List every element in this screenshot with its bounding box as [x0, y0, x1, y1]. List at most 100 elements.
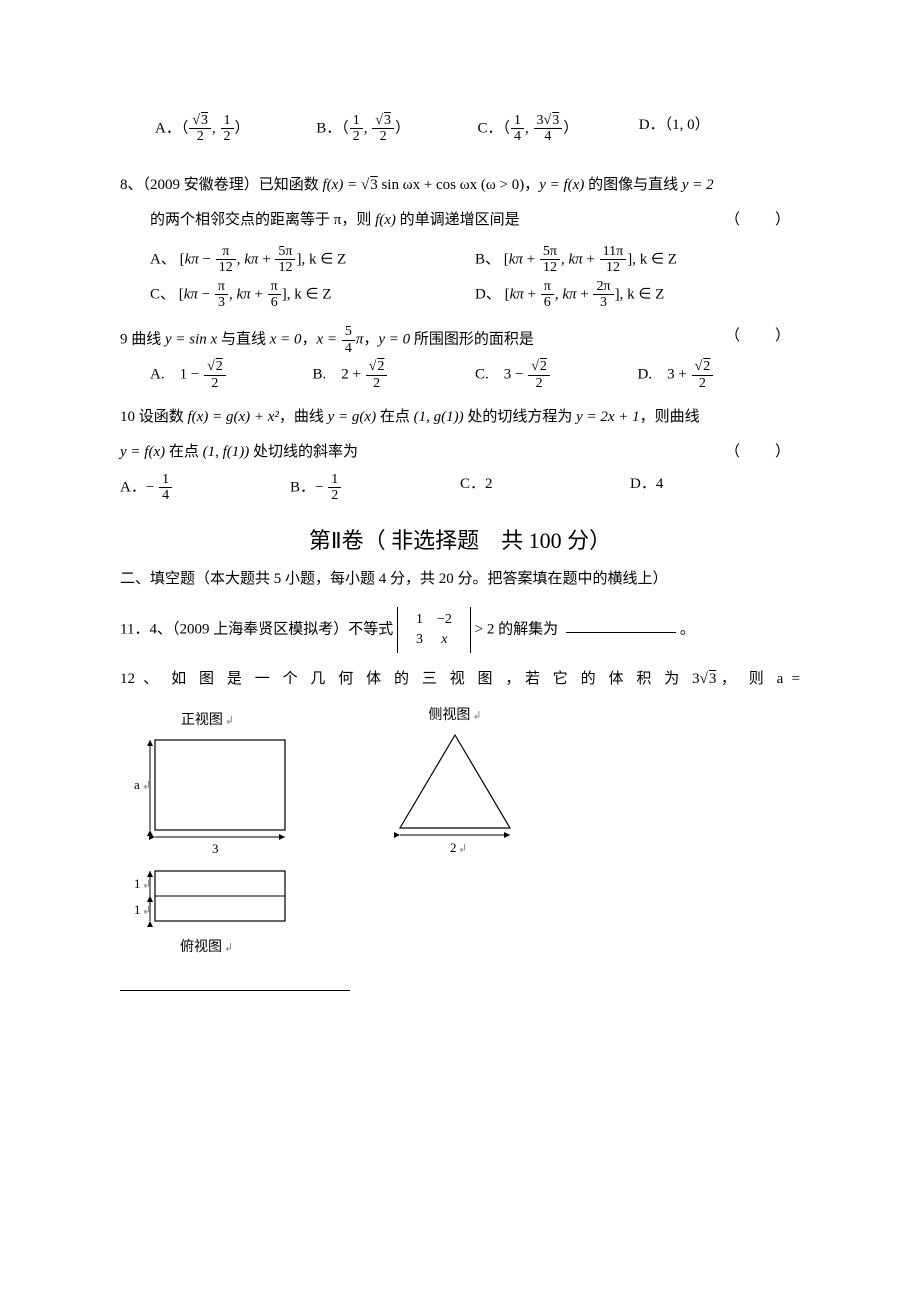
label: A． [120, 479, 146, 495]
kz: , k ∈ Z [632, 251, 677, 267]
t: ，则曲线 [640, 409, 700, 425]
side-view: 侧视图↲ 2↲ [385, 704, 525, 860]
text: f(x) [375, 212, 396, 228]
dim-1b: 1 [134, 902, 141, 917]
q9-line: 9 曲线 y = sin x 与直线 x = 0，x = 54π，y = 0 所… [120, 324, 800, 356]
footnote-separator [120, 990, 350, 991]
t: y = g(x) [328, 409, 376, 425]
text: 的单调递增区间是 [396, 212, 520, 228]
answer-paren: （ ） [725, 440, 800, 466]
eq: x = [317, 332, 341, 348]
t: y = f(x) [120, 444, 165, 460]
svg-text:↲: ↲ [142, 780, 151, 792]
label: C． [478, 120, 503, 136]
label: C、 [150, 286, 175, 302]
t: 10 设函数 [120, 409, 188, 425]
text: ， 则 a = [716, 671, 800, 687]
return-icon: ↲ [225, 715, 234, 727]
answer-paren: （ ） [725, 324, 800, 350]
label: B． [316, 120, 341, 136]
t: 处切线的斜率为 [249, 444, 358, 460]
q12: 12 、 如 图 是 一 个 几 何 体 的 三 视 图 ，若 它 的 体 积 … [120, 667, 800, 693]
label: 正视图 [181, 713, 223, 728]
q7-opt-d: D．（1, 0） [639, 113, 800, 145]
fill-heading: 二、填空题（本大题共 5 小题，每小题 4 分，共 20 分。把答案填在题中的横… [120, 567, 800, 593]
dim-1a: 1 [134, 876, 141, 891]
kz: , k ∈ Z [287, 286, 332, 302]
q7-opt-c: C．（14, 3√34） [478, 113, 639, 145]
text: 9 曲线 [120, 332, 165, 348]
answer-paren: （ ） [725, 208, 800, 234]
q9-opt-d: D. 3 + √22 [638, 359, 801, 391]
q8-opt-c: C、 [kπ − π3, kπ + π6], k ∈ Z [150, 279, 475, 311]
text: ， [302, 332, 317, 348]
q8-opt-d: D、 [kπ + π6, kπ + 2π3], k ∈ Z [475, 279, 800, 311]
text: 与直线 [217, 332, 270, 348]
kz: , k ∈ Z [301, 251, 346, 267]
section-2-title: 第Ⅱ卷（ 非选择题 共 100 分） [120, 522, 800, 559]
text: y = 2 [682, 177, 714, 193]
label: B． [290, 479, 315, 495]
return-icon: ↲ [472, 710, 481, 722]
top-view: 1↲ 1↲ 俯视图↲ [120, 866, 800, 960]
text: sin ωx + cos ωx (ω > 0)， [381, 177, 539, 193]
q10-options: A．− 14 B．− 12 C．2 D．4 [120, 472, 800, 504]
label: C. [475, 366, 489, 382]
eq: y = 0 [378, 332, 410, 348]
t: ，曲线 [279, 409, 328, 425]
text: 。 [680, 621, 695, 637]
text: > 2 的解集为 [471, 621, 562, 637]
label: D、 [475, 286, 501, 302]
text: 11．4、（2009 上海奉贤区模拟考）不等式 [120, 621, 397, 637]
label: B、 [475, 251, 500, 267]
three-views-figure: 正视图↲ a↲ 3< text class="ret" x="100" y="1… [120, 704, 800, 960]
text: 12 、 如 图 是 一 个 几 何 体 的 三 视 图 ，若 它 的 体 积 … [120, 671, 700, 687]
svg-text:↲: ↲ [142, 905, 151, 917]
label: 俯视图 [180, 940, 222, 955]
eq: y = sin x [165, 332, 217, 348]
q8-opt-a: A、 [kπ − π12, kπ + 5π12], k ∈ Z [150, 244, 475, 276]
q8-opts-ab: A、 [kπ − π12, kπ + 5π12], k ∈ Z B、 [kπ +… [120, 244, 800, 276]
text: 所围图形的面积是 [410, 332, 534, 348]
svg-text:↲: ↲ [142, 879, 151, 891]
q7-opt-a: A．（√32, 12） [120, 113, 316, 145]
label: B. [313, 366, 327, 382]
label: A. [150, 366, 165, 382]
text: 的图像与直线 [584, 177, 682, 193]
q10-line2: y = f(x) 在点 (1, f(1)) 处切线的斜率为 （ ） [120, 440, 800, 466]
q10-opt-d: D．4 [630, 472, 800, 504]
t: y = 2x + 1 [576, 409, 640, 425]
q8-opts-cd: C、 [kπ − π3, kπ + π6], k ∈ Z D、 [kπ + π6… [120, 279, 800, 311]
answer-blank[interactable] [566, 632, 676, 633]
q8-line2: 的两个相邻交点的距离等于 π，则 f(x) 的单调递增区间是 （ ） [120, 208, 800, 234]
svg-text:↲: ↲ [458, 843, 467, 855]
q9-opt-c: C. 3 − √22 [475, 359, 638, 391]
q8-line1: 8、（2009 安徽卷理）已知函数 f(x) = √3 sin ωx + cos… [120, 173, 800, 199]
q8-opt-b: B、 [kπ + 5π12, kπ + 11π12], k ∈ Z [475, 244, 800, 276]
text: y = f(x) [539, 177, 584, 193]
label: A、 [150, 251, 176, 267]
text: 8、（2009 安徽卷理）已知函数 [120, 177, 323, 193]
q10-opt-b: B．− 12 [290, 472, 460, 504]
return-icon: ↲ [224, 942, 233, 954]
dim-3: 3 [212, 841, 219, 856]
dim-a: a [134, 777, 140, 792]
label: A． [155, 120, 181, 136]
q9-opt-a: A. 1 − √22 [150, 359, 313, 391]
t: (1, g(1)) [414, 409, 464, 425]
dim-2: 2 [450, 840, 457, 855]
q9-opt-b: B. 2 + √22 [313, 359, 476, 391]
q10-opt-a: A．− 14 [120, 472, 290, 504]
t: (1, f(1)) [203, 444, 250, 460]
q10-line1: 10 设函数 f(x) = g(x) + x²，曲线 y = g(x) 在点 (… [120, 405, 800, 431]
label: 侧视图 [428, 708, 470, 723]
t: 在点 [165, 444, 203, 460]
eq: x = 0 [270, 332, 302, 348]
determinant: 1−23x [397, 607, 471, 653]
t: 处的切线方程为 [464, 409, 577, 425]
text: 的两个相邻交点的距离等于 π，则 [150, 212, 375, 228]
q10-opt-c: C．2 [460, 472, 630, 504]
text: ， [363, 332, 378, 348]
q7-opt-b: B．（12, √32） [316, 113, 477, 145]
kz: , k ∈ Z [620, 286, 665, 302]
